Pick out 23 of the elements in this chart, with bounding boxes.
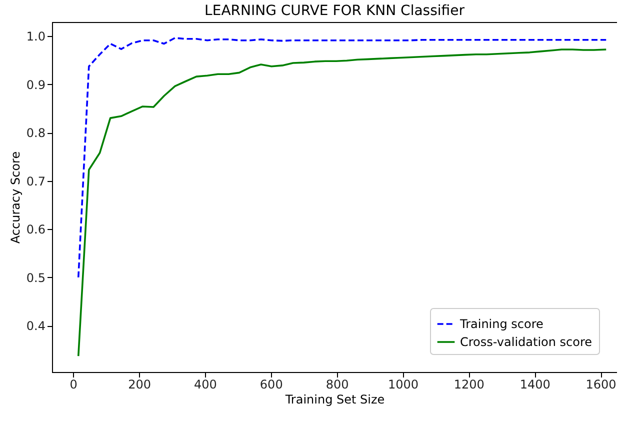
legend-label: Cross-validation score — [460, 335, 592, 349]
x-tick-label: 800 — [326, 378, 349, 392]
y-axis-title: Accuracy Score — [8, 151, 22, 244]
y-tick-label: 0.7 — [26, 174, 46, 188]
x-tick-label: 1400 — [520, 378, 550, 392]
x-tick-label: 1000 — [388, 378, 419, 392]
x-tick-label: 600 — [260, 378, 283, 392]
legend-label: Training score — [459, 317, 544, 331]
x-tick-label: 0 — [70, 378, 78, 392]
y-tick-label: 0.6 — [26, 222, 46, 237]
y-tick-label: 0.8 — [26, 126, 46, 140]
x-tick-label: 1600 — [586, 378, 616, 392]
x-tick-label: 400 — [194, 378, 217, 392]
chart-title: LEARNING CURVE FOR KNN Classifier — [204, 3, 465, 19]
x-tick-label: 1200 — [454, 378, 484, 392]
line-series — [77, 37, 608, 278]
line-series — [77, 48, 608, 357]
y-tick-label: 0.9 — [26, 78, 46, 92]
x-tick-label: 200 — [128, 378, 151, 392]
y-tick-label: 0.5 — [26, 270, 46, 285]
y-tick-label: 1.0 — [26, 30, 46, 44]
x-axis-title: Training Set Size — [284, 392, 385, 406]
y-tick-label: 0.4 — [26, 319, 46, 334]
